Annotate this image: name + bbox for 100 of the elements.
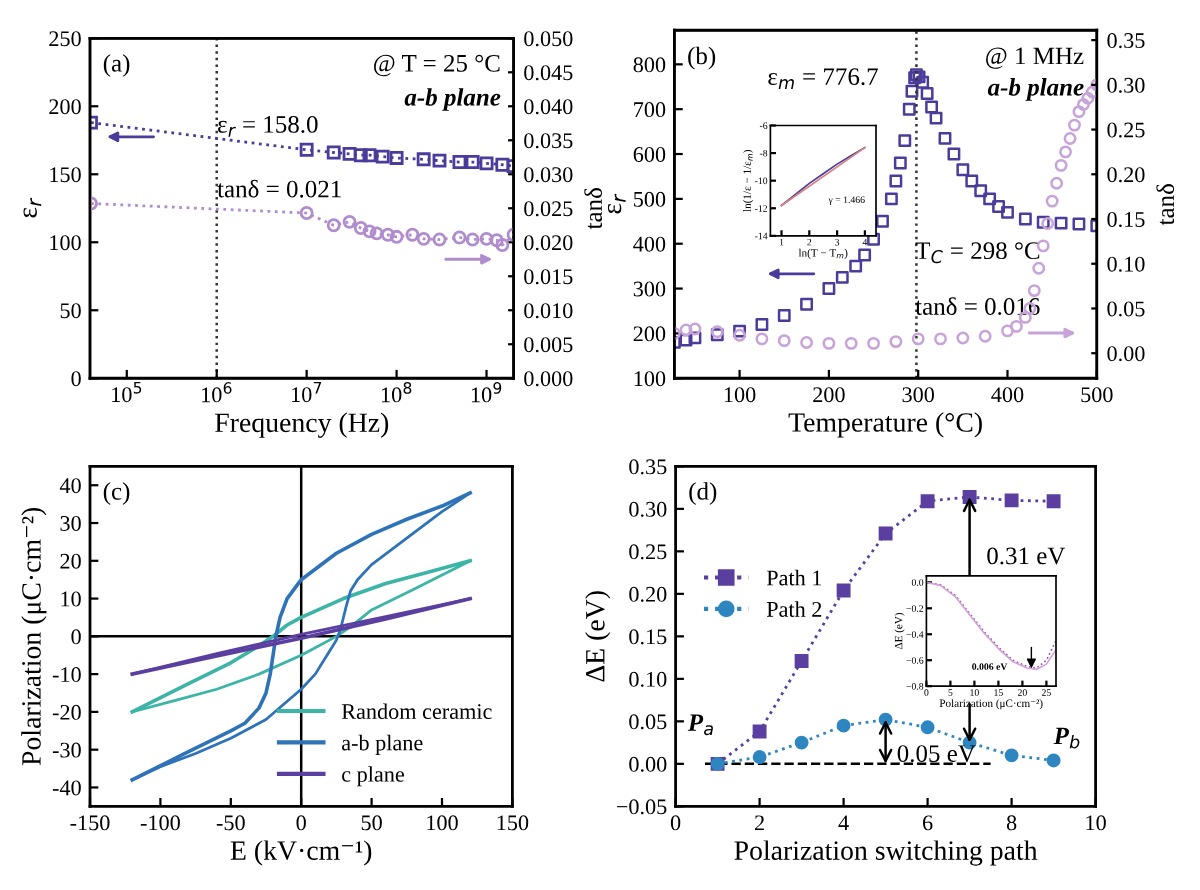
x-tick-label: 2 [755,815,764,831]
y-axis-title: ε$_{r}$ [23,197,42,218]
annotation: ε$_{r}$ = 158.0 [218,115,318,137]
annotation: 0.31 eV [987,547,1066,565]
annotation: a-b plane [987,78,1084,101]
y-tick-label: 20 [60,553,81,569]
y-tick-label: 0 [71,629,81,645]
x-tick-label: 0 [670,815,681,831]
y2-tick-label: 0.030 [524,167,573,183]
annotation: P$_{a}$ [687,714,713,736]
y-tick-label: 0.05 [629,714,667,730]
y-tick-label: 100 [634,371,666,387]
x-tick-label: 10$^{6}$ [202,382,232,403]
y2-tick-label: 0.00 [1107,346,1145,362]
y-tick-label: 800 [633,57,666,73]
x-tick-label: 10$^{7}$ [292,382,322,403]
x-tick-label: 500 [1081,387,1113,403]
y2-tick-label: 0.10 [1107,256,1145,272]
y-tick-label: −0.05 [616,799,667,815]
y-tick-label: 0.25 [629,544,667,560]
x-tick-label: 6 [923,815,933,831]
legend-label: Path 1 [766,569,822,586]
annotation: (a) [103,54,130,77]
x-tick-label: 0 [296,815,306,831]
x-tick-label: 10$^{5}$ [112,382,142,403]
annotation: tanδ = 0.021 [217,179,341,198]
y-tick-label: 0.00 [629,756,667,772]
y-tick-label: -30 [52,742,81,758]
x-tick-label: 50 [361,815,382,831]
y2-tick-label: 0.30 [1107,77,1145,93]
legend-label: a-b plane [342,734,423,755]
annotation: P$_{b}$ [1053,727,1080,749]
y-tick-label: 0.35 [629,459,667,475]
x-tick-label: 100 [427,815,458,831]
annotation: @ T = 25 °C [374,54,500,77]
x-tick-label: 200 [813,387,845,403]
y-tick-label: 300 [633,281,666,297]
y2-tick-label: 0.15 [1107,211,1145,228]
x-tick-label: -100 [140,815,180,831]
legend-label: Random ceramic [341,703,492,720]
y2-tick-label: 0.000 [524,371,573,387]
y-tick-label: -10 [52,667,81,683]
y-tick-label: 0.15 [629,629,667,645]
legend-label: Path 2 [766,601,822,617]
y2-tick-label: 0.040 [524,99,573,115]
y2-axis-title: tanδ [1156,184,1175,226]
x-tick-label: -50 [216,815,245,831]
annotation: (d) [689,482,717,505]
annotation: T$_{C}$ = 298 °C [915,242,1040,264]
annotation: @ 1 MHz [986,47,1084,69]
y2-tick-label: 0.25 [1107,122,1145,138]
y2-tick-label: 0.015 [524,269,573,285]
y-tick-label: 150 [50,167,81,183]
annotation: tanδ = 0.016 [915,297,1040,316]
annotation: 0.05 eV [897,745,976,763]
x-tick-label: 10 [1086,815,1106,831]
x-axis-title: Polarization switching path [734,840,1038,866]
y2-tick-label: 0.025 [524,201,573,217]
y-axis-title: ΔE (eV) [585,591,611,682]
y-tick-label: 600 [633,146,666,162]
y-tick-label: 50 [60,303,81,319]
y-tick-label: 0 [71,371,81,387]
y-tick-label: 0.20 [629,586,667,602]
x-tick-label: 10$^{8}$ [381,382,412,403]
y-tick-label: -40 [52,780,81,796]
y-tick-label: 10 [61,591,81,607]
y2-tick-label: 0.05 [1107,301,1145,317]
y-tick-label: 30 [60,515,81,531]
y-axis-title: Polarization (μC·cm⁻²) [21,507,47,766]
y2-tick-label: 0.35 [1107,33,1145,49]
y-tick-label: 500 [634,191,666,207]
annotation: ε$_{m}$ = 776.7 [768,68,878,89]
y-tick-label: 0.30 [629,501,667,517]
y-tick-label: 200 [633,326,666,342]
x-tick-label: 400 [991,387,1024,403]
x-axis-title: Frequency (Hz) [215,412,389,438]
y2-tick-label: 0.045 [524,65,573,81]
x-tick-label: -150 [70,815,110,831]
y-tick-label: 200 [49,99,81,115]
annotation: (b) [688,46,716,70]
x-tick-label: 150 [497,815,529,831]
y-tick-label: 0.10 [629,671,667,687]
x-tick-label: 8 [1006,815,1017,831]
y2-tick-label: 0.005 [524,337,573,353]
y2-tick-label: 0.020 [524,235,573,251]
y2-tick-label: 0.050 [524,31,573,47]
y-tick-label: 40 [59,478,81,494]
y-tick-label: -20 [52,704,81,720]
x-axis-title: Temperature (°C) [788,412,982,438]
y-axis-title: ε$_{r}$ [607,193,626,214]
annotation: (c) [103,482,130,505]
x-tick-label: 4 [838,815,849,831]
y-tick-label: 700 [634,102,666,118]
x-tick-label: 10$^{9}$ [471,382,502,403]
y2-axis-title: tanδ [584,188,603,230]
y2-tick-label: 0.035 [524,133,573,149]
y2-tick-label: 0.20 [1107,167,1145,183]
x-tick-label: 100 [724,387,756,403]
y2-tick-label: 0.010 [524,303,573,319]
legend-label: c plane [342,766,404,787]
